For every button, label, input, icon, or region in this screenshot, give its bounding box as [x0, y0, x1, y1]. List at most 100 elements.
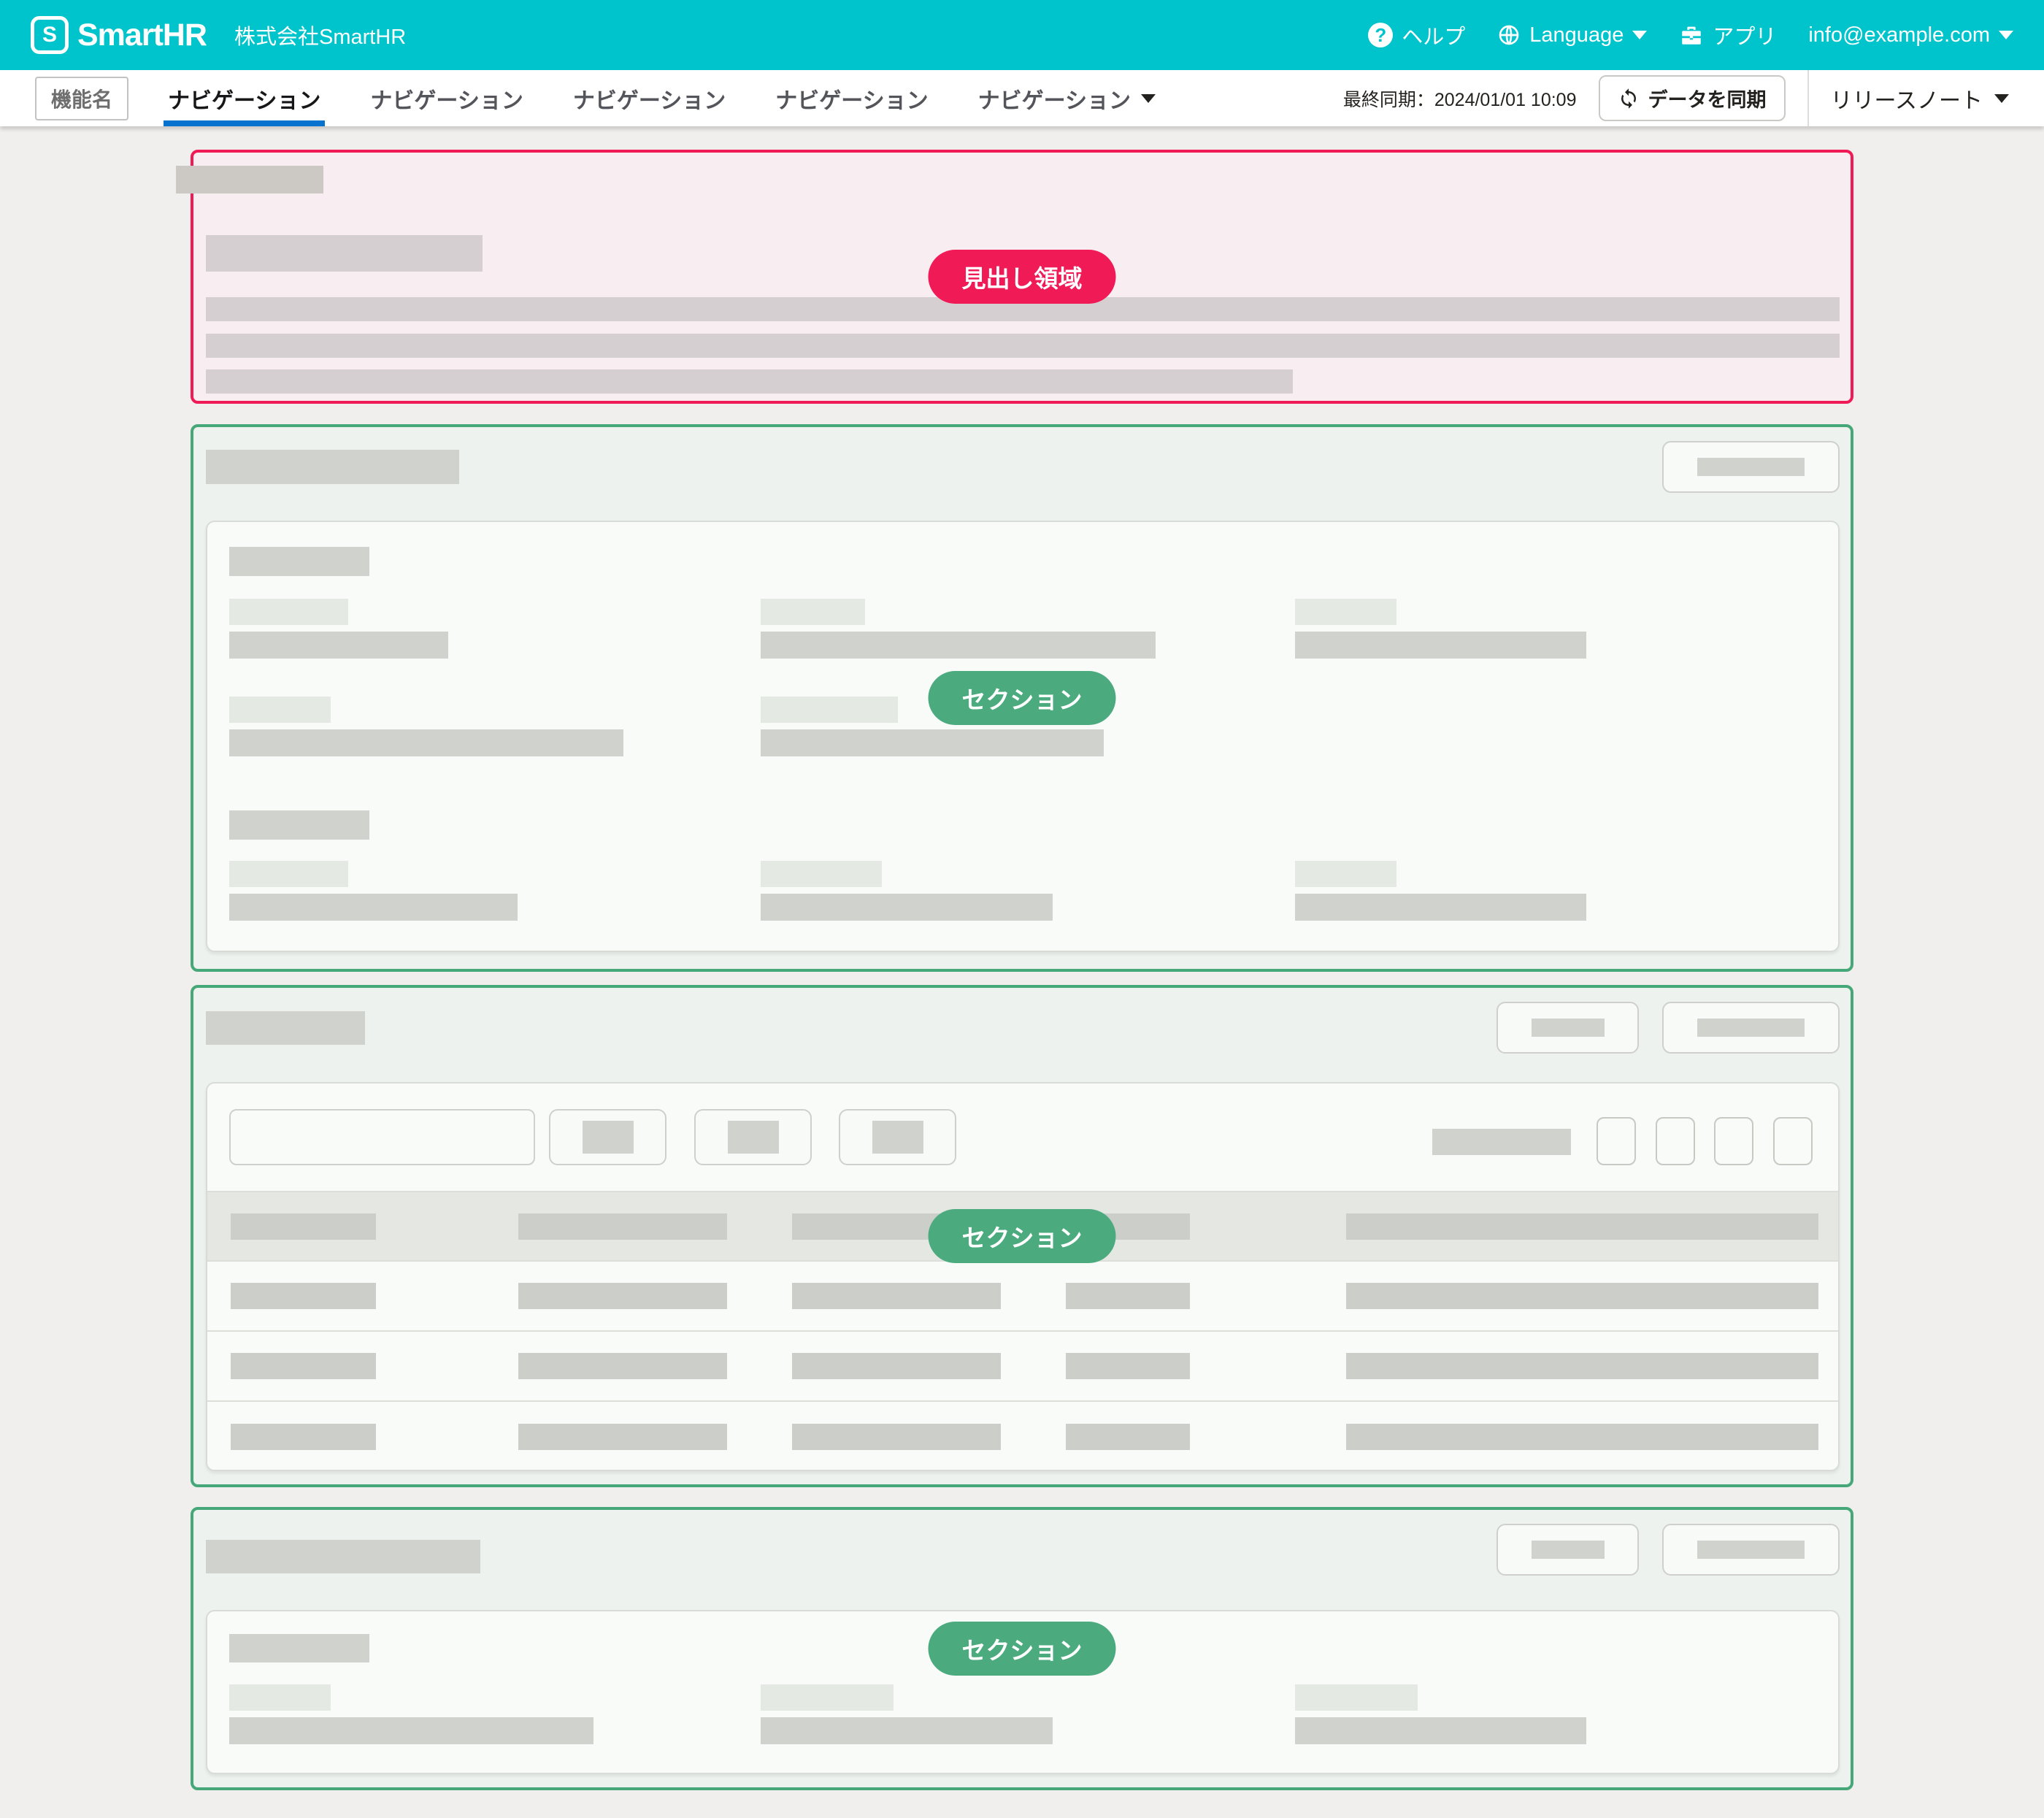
page-title-placeholder	[206, 235, 483, 272]
section-title-placeholder	[206, 450, 459, 484]
cell-placeholder	[1346, 1283, 1818, 1309]
last-sync-timestamp: 最終同期：2024/01/01 10:09	[1342, 89, 1577, 110]
tab-navigation-4[interactable]: ナビゲーション	[771, 70, 932, 126]
group-title-placeholder	[229, 810, 369, 840]
pager-button[interactable]	[1656, 1117, 1695, 1165]
text-line-placeholder	[206, 369, 1293, 394]
pager-button[interactable]	[1773, 1117, 1813, 1165]
field-label-placeholder	[229, 599, 348, 625]
field-label-placeholder	[761, 1684, 894, 1711]
chevron-down-icon	[1999, 31, 2013, 39]
cell-placeholder	[1346, 1424, 1818, 1450]
cell-placeholder	[231, 1424, 376, 1450]
nav-right-area: 最終同期：2024/01/01 10:09 データを同期 リリースノート	[1343, 70, 2009, 126]
section-region-1: セクション	[191, 424, 1853, 972]
page-content: 見出し領域	[0, 150, 2044, 1790]
cell-placeholder	[231, 1283, 376, 1309]
section-title-placeholder	[206, 1540, 480, 1573]
section-annotation-badge: セクション	[928, 1209, 1116, 1263]
field-label-placeholder	[1295, 1684, 1418, 1711]
field-label-placeholder	[229, 861, 348, 887]
chevron-down-icon	[1632, 31, 1648, 39]
cell-placeholder	[792, 1424, 1001, 1450]
tab-label: ナビゲーション	[168, 88, 321, 113]
smarthr-logo-icon: S	[31, 16, 69, 54]
field-value-placeholder	[1295, 1717, 1586, 1744]
field-label-placeholder	[229, 697, 331, 723]
tab-navigation-1[interactable]: ナビゲーション	[164, 70, 326, 126]
account-email: info@example.com	[1808, 23, 1990, 47]
pager-button[interactable]	[1714, 1117, 1753, 1165]
global-header: S SmartHR 株式会社SmartHR ? ヘルプ Language	[0, 0, 2044, 70]
button-label-placeholder	[1531, 1541, 1605, 1559]
search-input-placeholder[interactable]	[229, 1109, 535, 1165]
section-title-placeholder	[206, 1011, 365, 1045]
button-label-placeholder	[872, 1121, 923, 1154]
overline-placeholder	[176, 166, 323, 193]
section-region-2: セクション	[191, 985, 1853, 1487]
cell-placeholder	[518, 1283, 727, 1309]
section-action-button[interactable]	[1496, 1524, 1639, 1576]
field-value-placeholder	[229, 632, 448, 659]
field-value-placeholder	[1295, 894, 1586, 921]
smarthr-logo[interactable]: S SmartHR	[31, 16, 207, 54]
section-action-button[interactable]	[1662, 1002, 1840, 1054]
filter-button[interactable]	[549, 1109, 666, 1165]
column-header-placeholder	[231, 1213, 376, 1240]
help-label: ヘルプ	[1402, 26, 1466, 49]
field-label-placeholder	[761, 861, 882, 887]
pager-button[interactable]	[1597, 1117, 1636, 1165]
cell-placeholder	[1066, 1424, 1190, 1450]
button-label-placeholder	[1697, 1019, 1805, 1037]
sync-icon	[1621, 88, 1636, 109]
text-line-placeholder	[206, 334, 1840, 358]
cell-placeholder	[518, 1424, 727, 1450]
tab-navigation-3[interactable]: ナビゲーション	[569, 70, 730, 126]
tab-label: ナビゲーション	[370, 88, 523, 113]
language-menu[interactable]: Language	[1497, 23, 1648, 47]
pagination-label-placeholder	[1432, 1129, 1571, 1155]
logo-text: SmartHR	[77, 17, 207, 53]
company-name: 株式会社SmartHR	[234, 26, 407, 49]
cell-placeholder	[792, 1353, 1001, 1379]
field-label-placeholder	[761, 599, 865, 625]
table-row	[207, 1262, 1838, 1332]
tab-label: ナビゲーション	[775, 88, 929, 113]
tab-navigation-2[interactable]: ナビゲーション	[366, 70, 527, 126]
section-action-button[interactable]	[1662, 1524, 1840, 1576]
apps-menu[interactable]: アプリ	[1679, 20, 1776, 50]
chevron-down-icon	[1994, 93, 2009, 103]
cell-placeholder	[231, 1353, 376, 1379]
language-label: Language	[1529, 23, 1624, 47]
button-label-placeholder	[727, 1121, 779, 1154]
data-table	[207, 1191, 1838, 1470]
button-label-placeholder	[1531, 1019, 1605, 1037]
section-action-button[interactable]	[1662, 441, 1840, 493]
field-label-placeholder	[1295, 599, 1396, 625]
release-notes-menu[interactable]: リリースノート	[1831, 83, 2009, 115]
account-menu[interactable]: info@example.com	[1808, 23, 2013, 47]
section-region-3: セクション	[191, 1507, 1853, 1790]
apps-label: アプリ	[1713, 26, 1777, 49]
table-row	[207, 1402, 1838, 1470]
field-label-placeholder	[229, 1684, 331, 1711]
group-title-placeholder	[229, 547, 369, 576]
field-value-placeholder	[761, 894, 1053, 921]
help-link[interactable]: ? ヘルプ	[1368, 20, 1465, 50]
cell-placeholder	[518, 1353, 727, 1379]
tab-label: ナビゲーション	[572, 88, 726, 113]
chevron-down-icon	[1141, 93, 1156, 103]
field-value-placeholder	[761, 1717, 1053, 1744]
field-label-placeholder	[1295, 861, 1396, 887]
field-value-placeholder	[1295, 632, 1586, 659]
table-row	[207, 1332, 1838, 1402]
filter-button[interactable]	[839, 1109, 956, 1165]
tab-navigation-5[interactable]: ナビゲーション	[974, 70, 1160, 126]
filter-button[interactable]	[694, 1109, 812, 1165]
field-value-placeholder	[229, 894, 518, 921]
header-actions: ? ヘルプ Language アプリ info@example.com	[1368, 20, 2013, 50]
table-card	[206, 1082, 1840, 1471]
section-action-button[interactable]	[1496, 1002, 1639, 1054]
field-label-placeholder	[761, 697, 898, 723]
sync-data-button[interactable]: データを同期	[1598, 75, 1786, 121]
